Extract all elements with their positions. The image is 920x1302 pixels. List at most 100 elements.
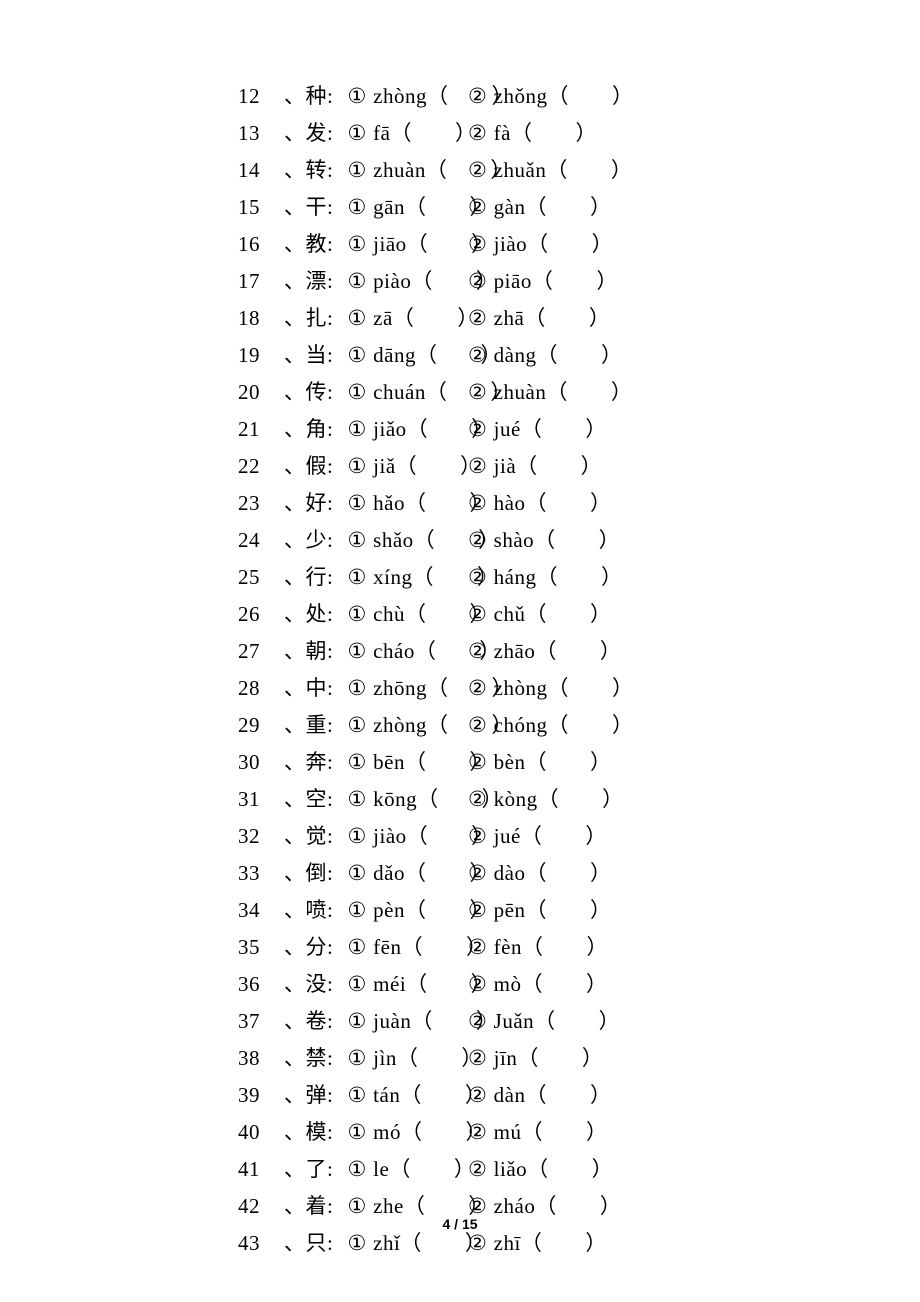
- entry-col-1: 24、少:① shǎo（ ）: [238, 522, 468, 559]
- blank-2[interactable]: （ ）: [524, 306, 610, 330]
- entry-number: 20: [238, 374, 284, 410]
- circled-one-icon: ①: [348, 270, 374, 293]
- pinyin-1: chù: [373, 602, 405, 626]
- blank-2[interactable]: （ ）: [516, 454, 602, 478]
- pinyin-2: chóng: [494, 713, 548, 737]
- blank-2[interactable]: （ ）: [532, 269, 618, 293]
- blank-2[interactable]: （ ）: [534, 1009, 620, 1033]
- blank-2[interactable]: （ ）: [522, 1120, 608, 1144]
- entry-row: 19、当:① dāng（ ）② dàng（ ）: [238, 337, 768, 374]
- blank-2[interactable]: （ ）: [548, 84, 634, 108]
- entry-sep: 、: [284, 1157, 306, 1181]
- blank-2[interactable]: （ ）: [535, 639, 621, 663]
- entry-sep: 、: [284, 343, 306, 367]
- blank-2[interactable]: （ ）: [527, 1157, 613, 1181]
- circled-two-icon: ②: [468, 677, 494, 700]
- blank-2[interactable]: （ ）: [521, 824, 607, 848]
- entry-row: 31、空:① kōng（ ）② kòng（ ）: [238, 781, 768, 818]
- blank-2[interactable]: （ ）: [522, 935, 608, 959]
- entry-sep: 、: [284, 1231, 306, 1255]
- blank-2[interactable]: （ ）: [534, 528, 620, 552]
- blank-2[interactable]: （ ）: [526, 750, 612, 774]
- blank-2[interactable]: （ ）: [526, 491, 612, 515]
- entry-row: 35、分:① fēn（ ）② fèn（ ）: [238, 929, 768, 966]
- entry-col-1: 22、假:① jiǎ（ ）: [238, 448, 468, 485]
- blank-2[interactable]: （ ）: [517, 1046, 603, 1070]
- blank-2[interactable]: （ ）: [546, 158, 632, 182]
- entry-row: 39、弹:① tán（ ）② dàn（ ）: [238, 1077, 768, 1114]
- blank-2[interactable]: （ ）: [526, 898, 612, 922]
- blank-2[interactable]: （ ）: [537, 343, 623, 367]
- entry-row: 13、发:① fā（ ）② fà（ ）: [238, 115, 768, 152]
- entry-sep: 、: [284, 1083, 306, 1107]
- blank-2[interactable]: （ ）: [548, 676, 634, 700]
- circled-two-icon: ②: [468, 122, 494, 145]
- entry-number: 13: [238, 115, 284, 151]
- entry-row: 40、模:① mó（ ）② mú（ ）: [238, 1114, 768, 1151]
- blank-2[interactable]: （ ）: [546, 380, 632, 404]
- blank-2[interactable]: （ ）: [537, 565, 623, 589]
- pinyin-1: tán: [373, 1083, 400, 1107]
- entry-col-2: ② mú（ ）: [468, 1114, 608, 1151]
- entry-col-2: ② bèn（ ）: [468, 744, 612, 781]
- circled-one-icon: ①: [348, 1010, 374, 1033]
- entry-col-2: ② mò（ ）: [468, 966, 608, 1003]
- entry-sep: 、: [284, 935, 306, 959]
- blank-2[interactable]: （ ）: [527, 232, 613, 256]
- circled-one-icon: ①: [348, 1232, 374, 1255]
- entry-col-2: ② zhǒng（ ）: [468, 78, 634, 115]
- entry-col-1: 34、喷:① pèn（ ）: [238, 892, 468, 929]
- entry-number: 31: [238, 781, 284, 817]
- entry-sep: 、: [284, 713, 306, 737]
- blank-2[interactable]: （ ）: [511, 121, 597, 145]
- pinyin-1: juàn: [373, 1009, 411, 1033]
- pinyin-1: jiǎo: [373, 417, 407, 441]
- blank-2[interactable]: （ ）: [526, 861, 612, 885]
- entry-col-1: 13、发:① fā（ ）: [238, 115, 468, 152]
- entry-col-2: ② jué（ ）: [468, 411, 607, 448]
- blank-1[interactable]: （ ）: [391, 121, 477, 145]
- blank-2[interactable]: （ ）: [526, 195, 612, 219]
- entry-number: 28: [238, 670, 284, 706]
- blank-2[interactable]: （ ）: [521, 417, 607, 441]
- pinyin-1: fā: [373, 121, 390, 145]
- blank-1[interactable]: （ ）: [389, 1157, 475, 1181]
- entry-character: 假:: [306, 448, 348, 484]
- entry-character: 少:: [306, 522, 348, 558]
- pinyin-2: dàng: [494, 343, 537, 367]
- blank-2[interactable]: （ ）: [522, 972, 608, 996]
- entry-number: 39: [238, 1077, 284, 1113]
- blank-2[interactable]: （ ）: [548, 713, 634, 737]
- entry-col-1: 12、种:① zhòng（ ）: [238, 78, 468, 115]
- pinyin-2: mò: [494, 972, 522, 996]
- blank-2[interactable]: （ ）: [535, 1194, 621, 1218]
- pinyin-2: zhòng: [494, 676, 548, 700]
- entry-col-2: ② dàn（ ）: [468, 1077, 612, 1114]
- entry-sep: 、: [284, 84, 306, 108]
- entry-sep: 、: [284, 824, 306, 848]
- pinyin-1: pèn: [373, 898, 405, 922]
- blank-2[interactable]: （ ）: [538, 787, 624, 811]
- pinyin-1: jiāo: [373, 232, 407, 256]
- circled-two-icon: ②: [468, 566, 494, 589]
- pinyin-2: zhī: [494, 1231, 521, 1255]
- entry-row: 20、传:① chuán（ ）② zhuàn（ ）: [238, 374, 768, 411]
- entry-col-1: 35、分:① fēn（ ）: [238, 929, 468, 966]
- blank-1[interactable]: （ ）: [393, 306, 479, 330]
- circled-two-icon: ②: [468, 270, 494, 293]
- entry-sep: 、: [284, 195, 306, 219]
- blank-2[interactable]: （ ）: [521, 1231, 607, 1255]
- pinyin-1: zā: [373, 306, 393, 330]
- circled-two-icon: ②: [468, 381, 494, 404]
- blank-2[interactable]: （ ）: [526, 602, 612, 626]
- circled-one-icon: ①: [348, 973, 374, 996]
- entry-col-1: 21、角:① jiǎo（ ）: [238, 411, 468, 448]
- entry-character: 重:: [306, 707, 348, 743]
- blank-2[interactable]: （ ）: [526, 1083, 612, 1107]
- entry-number: 41: [238, 1151, 284, 1187]
- circled-one-icon: ①: [348, 899, 374, 922]
- entry-row: 37、卷:① juàn（ ）② Juǎn（ ）: [238, 1003, 768, 1040]
- entry-character: 弹:: [306, 1077, 348, 1113]
- pinyin-2: Juǎn: [494, 1009, 535, 1033]
- entry-sep: 、: [284, 972, 306, 996]
